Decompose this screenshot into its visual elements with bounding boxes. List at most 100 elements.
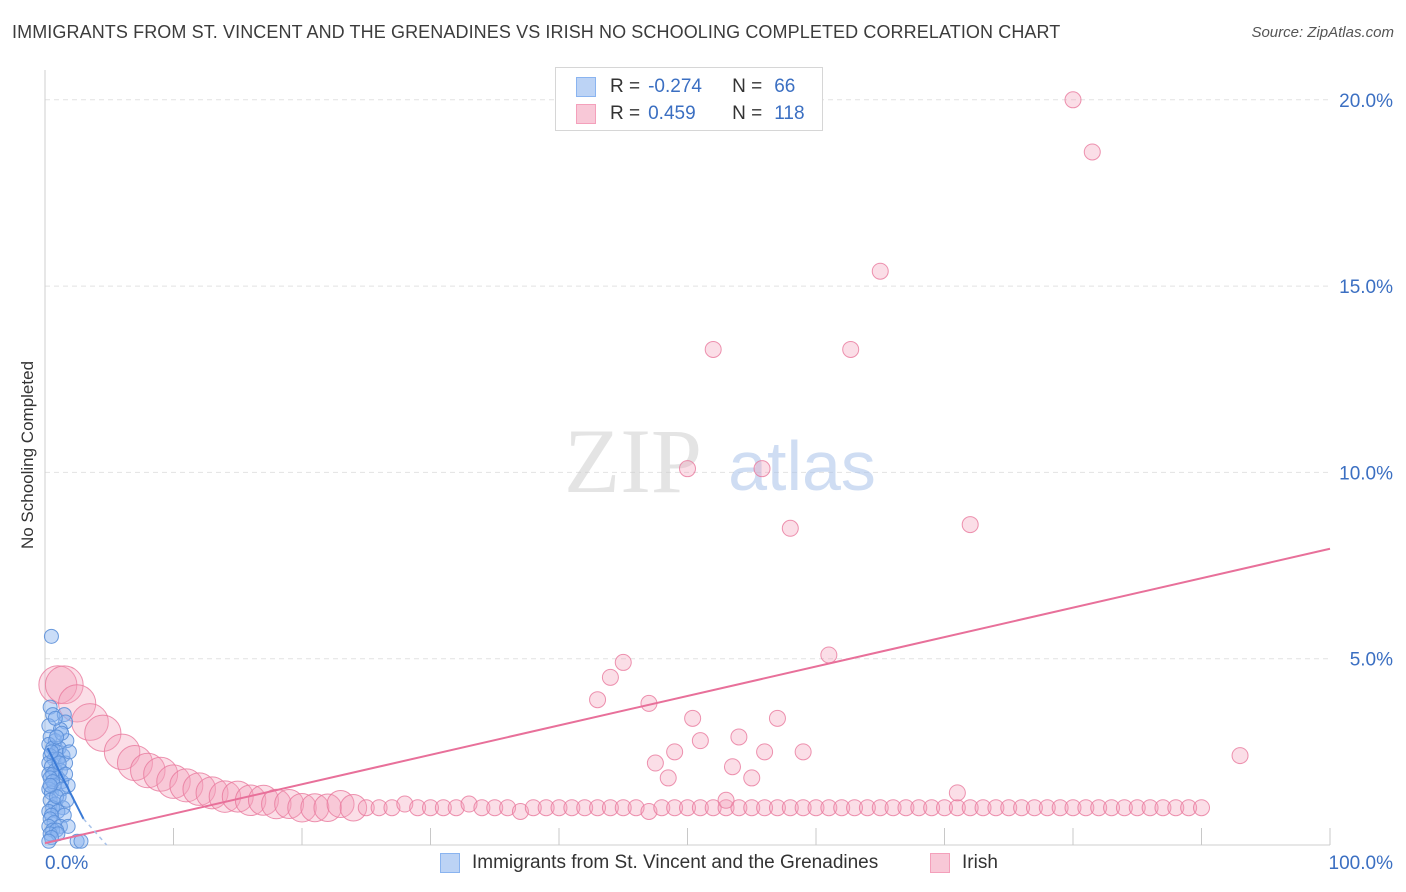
irish-point <box>1013 799 1031 817</box>
y-tick-label: 10.0% <box>1339 463 1393 484</box>
irish-point <box>1064 91 1082 109</box>
irish-point <box>781 799 799 817</box>
irish-point <box>842 340 860 358</box>
irish-point <box>1090 799 1108 817</box>
legend-row-irish: R = 0.459 N = 118 <box>576 102 805 126</box>
irish-point <box>589 691 607 709</box>
irish-point <box>833 799 851 817</box>
irish-point <box>1038 799 1056 817</box>
irish-point <box>396 795 414 813</box>
st-vincent-point <box>42 777 58 793</box>
irish-point <box>1025 799 1043 817</box>
legend-swatch-irish <box>576 104 596 124</box>
irish-point <box>614 653 632 671</box>
watermark: ZIP atlas <box>564 410 876 512</box>
irish-point <box>756 799 774 817</box>
irish-point <box>1128 799 1146 817</box>
irish-point <box>743 799 761 817</box>
irish-point <box>84 714 122 752</box>
irish-point <box>1083 143 1101 161</box>
irish-point <box>195 776 229 810</box>
series-legend: Immigrants from St. Vincent and the Gren… <box>0 852 1406 878</box>
irish-point <box>486 799 504 817</box>
irish-point <box>807 799 825 817</box>
irish-point <box>794 799 812 817</box>
irish-point <box>666 799 684 817</box>
irish-point <box>679 460 696 478</box>
correlation-legend: R = -0.274 N = 66 R = 0.459 N = 118 <box>555 67 823 131</box>
irish-point <box>961 799 979 817</box>
irish-point <box>287 792 317 823</box>
irish-point <box>684 709 702 727</box>
legend-row-st-vincent: R = -0.274 N = 66 <box>576 75 795 99</box>
irish-point <box>434 799 452 817</box>
legend-label-irish: Irish <box>962 852 998 873</box>
irish-point <box>422 799 439 817</box>
axes <box>44 70 1331 846</box>
irish-point <box>1000 799 1018 817</box>
st-vincent-trend-line <box>46 747 85 820</box>
irish-point <box>1103 799 1121 817</box>
legend-swatch-irish <box>930 853 950 873</box>
y-axis-label: No Schooling Completed <box>18 360 37 550</box>
legend-n-label: N = <box>732 103 763 124</box>
irish-point <box>563 799 581 817</box>
irish-point <box>1180 799 1198 817</box>
irish-point <box>1167 799 1185 817</box>
irish-point <box>339 793 368 822</box>
chart-title: IMMIGRANTS FROM ST. VINCENT AND THE GREN… <box>12 22 1061 42</box>
irish-point <box>717 799 735 817</box>
irish-point <box>247 784 279 816</box>
irish-point <box>383 799 401 817</box>
watermark-atlas: atlas <box>728 427 876 505</box>
legend-r-label: R = <box>610 76 641 97</box>
legend-n-value: 66 <box>774 76 796 97</box>
st-vincent-point <box>69 833 85 849</box>
irish-point <box>820 646 838 664</box>
irish-point <box>666 743 684 761</box>
legend-n-label: N = <box>732 76 763 97</box>
y-tick-label: 20.0% <box>1339 91 1393 112</box>
irish-point <box>1154 799 1172 817</box>
x-tick-label: 0.0% <box>45 853 88 874</box>
irish-point <box>846 799 864 817</box>
irish-point <box>743 769 761 787</box>
irish-point <box>1051 799 1069 817</box>
x-tick-label: 100.0% <box>1329 853 1394 874</box>
st-vincent-point <box>47 710 63 726</box>
irish-point <box>576 799 594 817</box>
legend-item-irish: Irish <box>930 852 998 874</box>
irish-trend-line <box>44 547 1331 845</box>
irish-point <box>300 793 330 823</box>
irish-point <box>948 799 966 817</box>
irish-point <box>768 799 786 817</box>
tick-labels: 5.0% 10.0% 15.0% 20.0% 0.0% 100.0% <box>45 91 1393 874</box>
irish-point <box>1077 799 1095 817</box>
irish-point <box>274 789 305 820</box>
st-vincent-point <box>60 818 76 834</box>
irish-point <box>884 799 902 817</box>
irish-point <box>646 754 664 772</box>
irish-point <box>794 743 812 761</box>
irish-point <box>614 799 632 817</box>
irish-point <box>601 799 619 817</box>
irish-point <box>858 799 876 817</box>
irish-point <box>156 764 191 799</box>
irish-point <box>659 769 677 787</box>
irish-point <box>691 732 709 750</box>
irish-point <box>524 799 542 817</box>
irish-point <box>44 665 84 705</box>
irish-point <box>601 668 619 686</box>
irish-point <box>730 728 748 746</box>
irish-point <box>169 768 204 803</box>
irish-point <box>640 802 658 820</box>
irish-point <box>704 340 722 358</box>
st-vincent-point <box>56 707 72 723</box>
irish-point <box>511 802 529 820</box>
irish-point <box>1064 799 1082 817</box>
irish-point <box>723 758 741 776</box>
irish-point <box>589 799 607 817</box>
legend-r-label: R = <box>610 103 641 124</box>
series-irish <box>38 91 1249 823</box>
